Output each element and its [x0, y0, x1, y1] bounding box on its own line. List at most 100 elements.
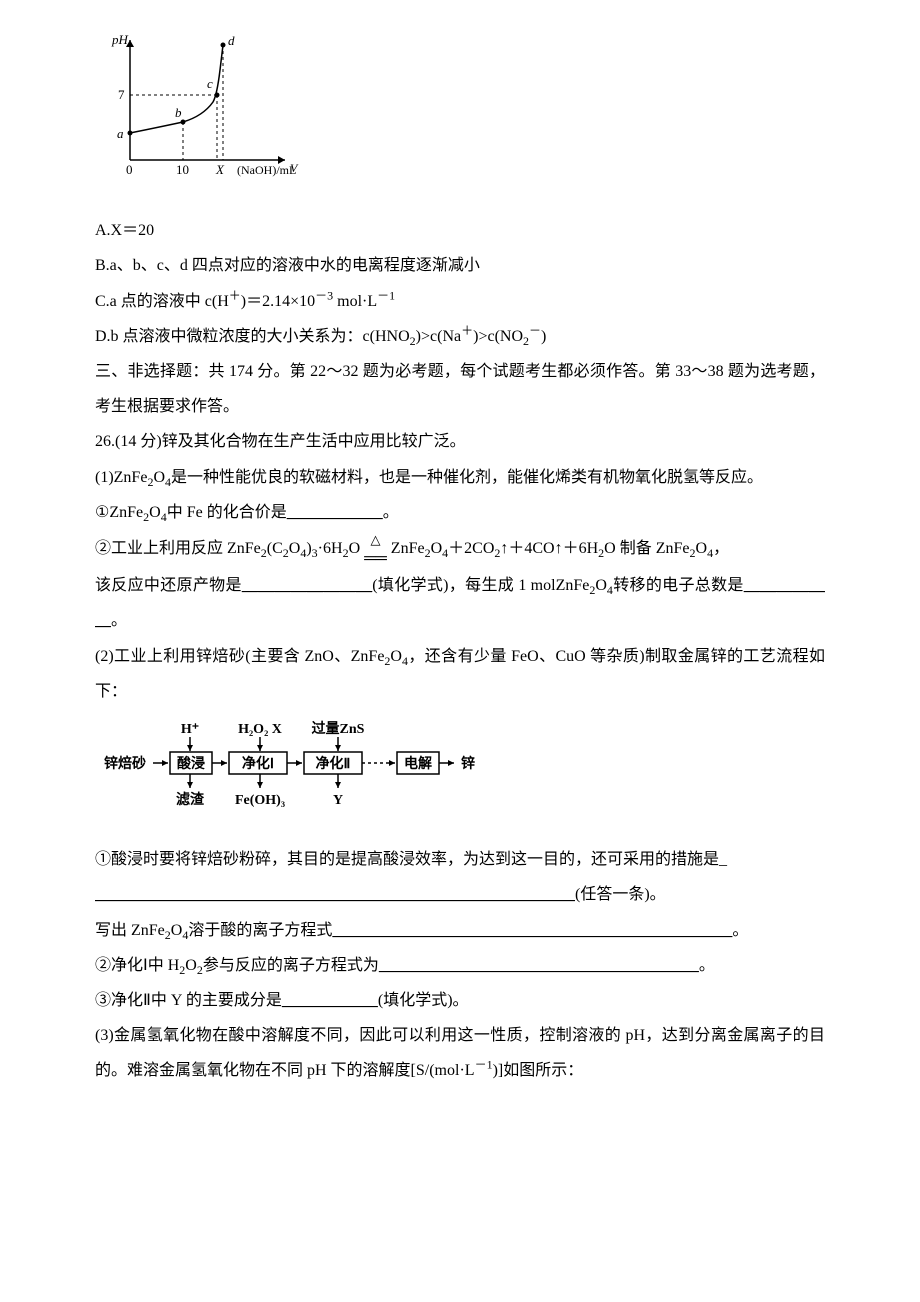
- titration-graph: pH V (NaOH)/mL 0 10 X 7 a b c d: [95, 30, 825, 203]
- text: 中 Fe 的化合价是: [167, 504, 287, 521]
- svg-text:a: a: [117, 126, 124, 141]
- blank: ＿＿＿＿＿＿＿＿: [242, 577, 373, 594]
- process-flowchart: H⁺ H₂O₂ X 过量ZnS 锌焙砂 酸浸 净化Ⅰ 净化Ⅱ 电解 锌 滤渣 F: [95, 719, 825, 832]
- text: ·6H: [318, 540, 343, 557]
- q26-2c: ③净化Ⅱ中 Y 的主要成分是＿＿＿＿＿＿(填化学式)。: [95, 983, 825, 1018]
- text: mol·L: [333, 293, 377, 310]
- text: O: [696, 540, 708, 557]
- text: )>c(NO: [473, 328, 523, 345]
- text: ②工业上利用反应 ZnFe: [95, 540, 261, 557]
- text: (任答一条)。: [575, 886, 666, 903]
- blank: ＿＿＿＿＿＿: [287, 504, 383, 521]
- q26-2a-line2: ＿＿＿＿＿＿＿＿＿＿＿＿＿＿＿＿＿＿＿＿＿＿＿＿＿＿＿＿＿＿(任答一条)。: [95, 877, 825, 912]
- svg-text:酸浸: 酸浸: [177, 755, 205, 772]
- q26-intro: 26.(14 分)锌及其化合物在生产生活中应用比较广泛。: [95, 424, 825, 459]
- text: (1)ZnFe: [95, 469, 147, 486]
- text: 是一种性能优良的软磁材料，也是一种催化剂，能催化烯类有机物氧化脱氢等反应。: [171, 469, 763, 486]
- svg-text:10: 10: [176, 162, 189, 177]
- text: (C: [267, 540, 283, 557]
- option-a: A.X＝20: [95, 213, 825, 248]
- svg-text:c: c: [207, 76, 213, 91]
- text: ③净化Ⅱ中 Y 的主要成分是: [95, 992, 282, 1009]
- option-d: D.b 点溶液中微粒浓度的大小关系为：c(HNO2)>c(Na＋)>c(NO2－…: [95, 319, 825, 354]
- svg-text:净化Ⅱ: 净化Ⅱ: [316, 755, 351, 772]
- svg-text:电解: 电解: [404, 755, 432, 772]
- svg-text:锌: 锌: [461, 755, 475, 772]
- blank: ＿＿＿＿＿＿＿＿＿＿＿＿＿＿＿＿＿＿＿＿: [379, 957, 699, 974]
- text: O: [431, 540, 443, 557]
- text: 转移的电子总数是: [613, 577, 744, 594]
- text: O: [185, 957, 197, 974]
- text: O: [149, 504, 161, 521]
- svg-text:净化Ⅰ: 净化Ⅰ: [242, 755, 274, 772]
- superscript: ＋: [461, 323, 473, 337]
- superscript: －1: [377, 288, 395, 302]
- text: ＋2CO: [448, 540, 494, 557]
- option-b: B.a、b、c、d 四点对应的溶液中水的电离程度逐渐减小: [95, 248, 825, 283]
- svg-text:锌焙砂: 锌焙砂: [104, 755, 146, 772]
- text: 。: [732, 922, 748, 939]
- q26-2: (2)工业上利用锌焙砂(主要含 ZnO、ZnFe2O4，还含有少量 FeO、Cu…: [95, 639, 825, 709]
- option-c: C.a 点的溶液中 c(H＋)＝2.14×10－3 mol·L－1: [95, 284, 825, 319]
- superscript: －: [529, 323, 541, 337]
- text: )]如图所示：: [493, 1062, 584, 1079]
- text: O 制备 ZnFe: [604, 540, 689, 557]
- text: )>c(Na: [416, 328, 461, 345]
- q26-2b: ②净化Ⅰ中 H2O2参与反应的离子方程式为＿＿＿＿＿＿＿＿＿＿＿＿＿＿＿＿＿＿＿…: [95, 948, 825, 983]
- text: _: [719, 851, 727, 868]
- svg-text:过量ZnS: 过量ZnS: [312, 720, 365, 737]
- text: 。: [699, 957, 715, 974]
- text: ): [541, 328, 546, 345]
- text: C.a 点的溶液中 c(H: [95, 293, 229, 310]
- blank: ＿＿＿＿＿＿: [282, 992, 378, 1009]
- q26-1a: ①ZnFe2O4中 Fe 的化合价是＿＿＿＿＿＿。: [95, 495, 825, 530]
- q26-2a-write: 写出 ZnFe2O4溶于酸的离子方程式＿＿＿＿＿＿＿＿＿＿＿＿＿＿＿＿＿＿＿＿＿…: [95, 913, 825, 948]
- svg-text:(NaOH)/mL: (NaOH)/mL: [237, 163, 296, 177]
- text: 溶于酸的离子方程式: [188, 922, 332, 939]
- svg-text:0: 0: [126, 162, 133, 177]
- svg-text:pH: pH: [111, 32, 129, 47]
- text: D.b 点溶液中微粒浓度的大小关系为：c(HNO: [95, 328, 410, 345]
- q26-2a-line1: ①酸浸时要将锌焙砂粉碎，其目的是提高酸浸效率，为达到这一目的，还可采用的措施是_: [95, 842, 825, 877]
- text: O: [390, 648, 402, 665]
- text: 。: [111, 612, 127, 629]
- text: ZnFe: [391, 540, 425, 557]
- text: ②净化Ⅰ中 H: [95, 957, 179, 974]
- svg-text:H₂O₂ X: H₂O₂ X: [238, 722, 282, 737]
- equals-line: ══: [364, 550, 387, 567]
- text: O: [289, 540, 301, 557]
- blank: ＿＿＿＿＿＿＿＿＿＿＿＿＿＿＿＿＿＿＿＿＿＿＿＿＿＿＿＿＿＿: [95, 886, 575, 903]
- superscript: －3: [315, 288, 333, 302]
- q26-1b: ②工业上利用反应 ZnFe2(C2O4)3·6H2O △══ ZnFe2O4＋2…: [95, 530, 825, 568]
- reaction-condition: △ ══: [364, 530, 387, 568]
- text: ，: [713, 540, 729, 557]
- section-header: 三、非选择题：共 174 分。第 22～32 题为必考题，每个试题考生都必须作答…: [95, 354, 825, 424]
- text: O: [595, 577, 607, 594]
- svg-text:X: X: [215, 162, 225, 177]
- svg-text:滤渣: 滤渣: [176, 791, 205, 808]
- text: )＝2.14×10: [241, 293, 315, 310]
- text: O: [153, 469, 165, 486]
- q26-1: (1)ZnFe2O4是一种性能优良的软磁材料，也是一种催化剂，能催化烯类有机物氧…: [95, 460, 825, 495]
- svg-text:d: d: [228, 33, 235, 48]
- text: ①酸浸时要将锌焙砂粉碎，其目的是提高酸浸效率，为达到这一目的，还可采用的措施是: [95, 851, 719, 868]
- text: 该反应中还原产物是: [95, 577, 242, 594]
- text: 写出 ZnFe: [95, 922, 165, 939]
- svg-text:Y: Y: [333, 793, 343, 808]
- superscript: ＋: [229, 288, 241, 302]
- superscript: －1: [475, 1058, 493, 1072]
- text: ①ZnFe: [95, 504, 143, 521]
- text: 参与反应的离子方程式为: [203, 957, 379, 974]
- svg-text:b: b: [175, 105, 182, 120]
- text: O: [171, 922, 183, 939]
- text: (2)工业上利用锌焙砂(主要含 ZnO、ZnFe: [95, 648, 384, 665]
- svg-text:Fe(OH)₃: Fe(OH)₃: [235, 793, 285, 808]
- svg-text:7: 7: [118, 87, 125, 102]
- text: ↑＋4CO↑＋6H: [500, 540, 598, 557]
- svg-text:H⁺: H⁺: [181, 722, 199, 737]
- q26-1b-line2: 该反应中还原产物是＿＿＿＿＿＿＿＿(填化学式)，每生成 1 molZnFe2O4…: [95, 568, 825, 638]
- text: (填化学式)。: [378, 992, 469, 1009]
- text: (3)金属氢氧化物在酸中溶解度不同，因此可以利用这一性质，控制溶液的 pH，达到…: [95, 1027, 825, 1079]
- text: 。: [383, 504, 399, 521]
- delta-symbol: △: [371, 533, 381, 547]
